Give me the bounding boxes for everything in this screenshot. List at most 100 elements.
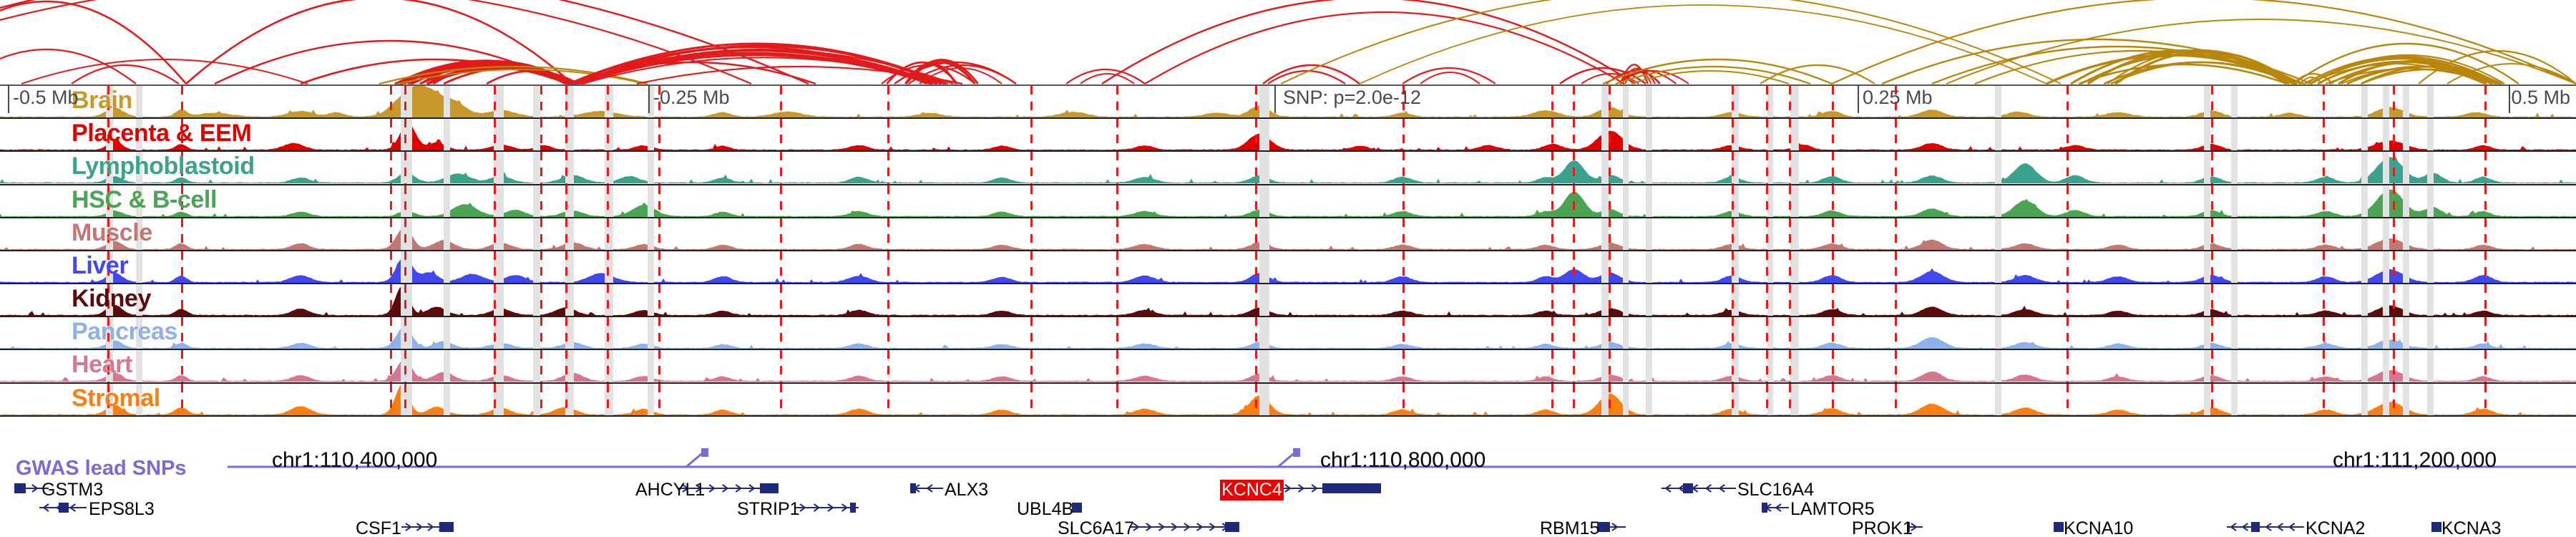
gene-model-SLC6A17[interactable] — [1129, 522, 1239, 532]
interaction-arc — [1602, 58, 1833, 84]
gene-label-PROK1[interactable]: PROK1 — [1852, 518, 1913, 537]
genomic-coordinate-label: chr1:110,800,000 — [1320, 448, 1486, 472]
interaction-arc — [1262, 64, 1360, 84]
gene-model-AHCYL1[interactable] — [678, 483, 779, 493]
gene-model-KCNA10[interactable] — [2054, 522, 2064, 532]
gene-model-STRIP1[interactable] — [796, 503, 859, 513]
interaction-arc — [1065, 68, 1146, 84]
gwas-lead-snps-label: GWAS lead SNPs — [16, 457, 187, 480]
interaction-arc — [0, 0, 809, 84]
interaction-arc — [1080, 73, 1135, 84]
gene-annotation-panel: chr1:110,400,000 chr1:110,800,000 chr1:111… — [0, 448, 2576, 537]
interaction-arc — [908, 64, 1017, 84]
gene-model-LAMTOR5[interactable] — [1762, 503, 1789, 513]
gene-model-GSTM3[interactable] — [14, 483, 49, 493]
track-label-stromal: Stromal — [72, 384, 160, 412]
gene-label-STRIP1[interactable]: STRIP1 — [737, 499, 800, 519]
interaction-arc — [1581, 73, 1639, 84]
track-liver[interactable]: Liver — [0, 251, 2576, 285]
signal-profile — [0, 226, 2576, 250]
track-heart[interactable]: Heart — [0, 350, 2576, 384]
track-label-kidney: Kidney — [72, 285, 151, 313]
gene-model-svg — [14, 448, 2576, 532]
interaction-arc — [1420, 72, 1480, 84]
genomic-coordinate-label: chr1:110,400,000 — [272, 448, 438, 472]
interaction-arc — [904, 60, 976, 84]
interaction-arc — [1619, 64, 1649, 84]
gwas-lead-snp-marker[interactable] — [1277, 448, 1300, 468]
gene-model-KCNC4[interactable] — [1281, 483, 1381, 493]
gene-model-UBL4B[interactable] — [1072, 503, 1083, 513]
track-label-heart: Heart — [72, 351, 132, 379]
signal-profile — [0, 256, 2576, 284]
gene-model-EPS8L3[interactable] — [39, 503, 87, 513]
gene-label-CSF1[interactable]: CSF1 — [356, 518, 401, 537]
interaction-arc — [2087, 49, 2288, 84]
track-muscle[interactable]: Muscle — [0, 218, 2576, 251]
gene-model-ALX3[interactable] — [910, 483, 943, 493]
interaction-arc — [0, 0, 752, 84]
gwas-lead-snp-marker[interactable] — [686, 448, 708, 468]
gene-label-ALX3[interactable]: ALX3 — [945, 480, 989, 500]
interaction-arc — [1402, 67, 1496, 84]
interaction-arc — [397, 69, 646, 84]
gene-label-EPS8L3[interactable]: EPS8L3 — [89, 499, 155, 519]
track-label-pancreas: Pancreas — [72, 318, 178, 346]
interaction-arc — [2341, 65, 2503, 84]
genomic-coordinate-label: chr1:111,200,000 — [2333, 448, 2497, 472]
gene-label-KCNC4[interactable]: KCNC4 — [1220, 480, 1284, 500]
signal-profile — [0, 326, 2576, 349]
gene-model-KCNA2[interactable] — [2227, 522, 2304, 532]
gene-model-PROK1[interactable] — [1907, 522, 1923, 532]
track-hsc-b-cell[interactable]: HSC & B-cell — [0, 185, 2576, 218]
track-brain[interactable]: Brain — [0, 86, 2576, 120]
gene-label-AHCYL1[interactable]: AHCYL1 — [635, 480, 706, 500]
signal-profile — [0, 86, 2576, 118]
interaction-arc — [1267, 69, 1346, 84]
interaction-arc — [185, 0, 573, 84]
track-lymphoblastoid[interactable]: Lymphoblastoid — [0, 152, 2576, 185]
signal-profile — [0, 286, 2576, 316]
gene-model-CSF1[interactable] — [401, 522, 454, 532]
gene-label-SLC6A17[interactable]: SLC6A17 — [1058, 518, 1135, 537]
interaction-arc — [1144, 11, 1625, 84]
interaction-arc — [1280, 0, 2062, 84]
interaction-arc — [1615, 65, 1811, 84]
gene-label-KCNA3[interactable]: KCNA3 — [2441, 518, 2502, 537]
arc-svg — [0, 0, 2576, 84]
gene-label-KCNA2[interactable]: KCNA2 — [2306, 518, 2366, 537]
gene-model-RBM15[interactable] — [1597, 522, 1626, 532]
interaction-arc — [2078, 63, 2288, 84]
gene-label-LAMTOR5[interactable]: LAMTOR5 — [1790, 499, 1875, 519]
track-label-muscle: Muscle — [72, 218, 152, 246]
interaction-arc — [21, 59, 308, 84]
track-placenta-eem[interactable]: Placenta & EEM — [0, 119, 2576, 153]
interaction-arc — [580, 48, 937, 84]
interaction-arc — [1760, 64, 1875, 84]
track-pancreas[interactable]: Pancreas — [0, 317, 2576, 351]
interaction-arc — [2303, 55, 2500, 84]
interaction-arc — [0, 48, 137, 84]
gene-label-GSTM3[interactable]: GSTM3 — [42, 480, 104, 500]
gene-label-RBM15[interactable]: RBM15 — [1540, 518, 1600, 537]
gene-model-SLC16A4[interactable] — [1662, 483, 1736, 493]
interaction-arc — [411, 62, 577, 84]
gene-label-UBL4B[interactable]: UBL4B — [1017, 499, 1074, 519]
interaction-arc — [881, 64, 976, 84]
track-label-placenta-eem: Placenta & EEM — [72, 120, 252, 147]
gene-label-KCNA10[interactable]: KCNA10 — [2064, 518, 2134, 537]
track-stromal[interactable]: Stromal — [0, 383, 2576, 417]
signal-profile — [0, 122, 2576, 151]
track-label-brain: Brain — [72, 87, 132, 114]
interaction-arc — [2115, 51, 2288, 84]
interaction-arc — [583, 44, 941, 84]
interaction-arc — [1359, 4, 2047, 84]
track-kidney[interactable]: Kidney — [0, 284, 2576, 318]
gene-label-SLC16A4[interactable]: SLC16A4 — [1737, 480, 1815, 500]
interaction-arc — [1101, 0, 1636, 84]
gene-model-KCNA3[interactable] — [2431, 522, 2442, 532]
track-label-hsc-b-cell: HSC & B-cell — [72, 185, 218, 213]
signal-profile — [0, 188, 2576, 217]
interaction-arc — [2293, 73, 2333, 84]
